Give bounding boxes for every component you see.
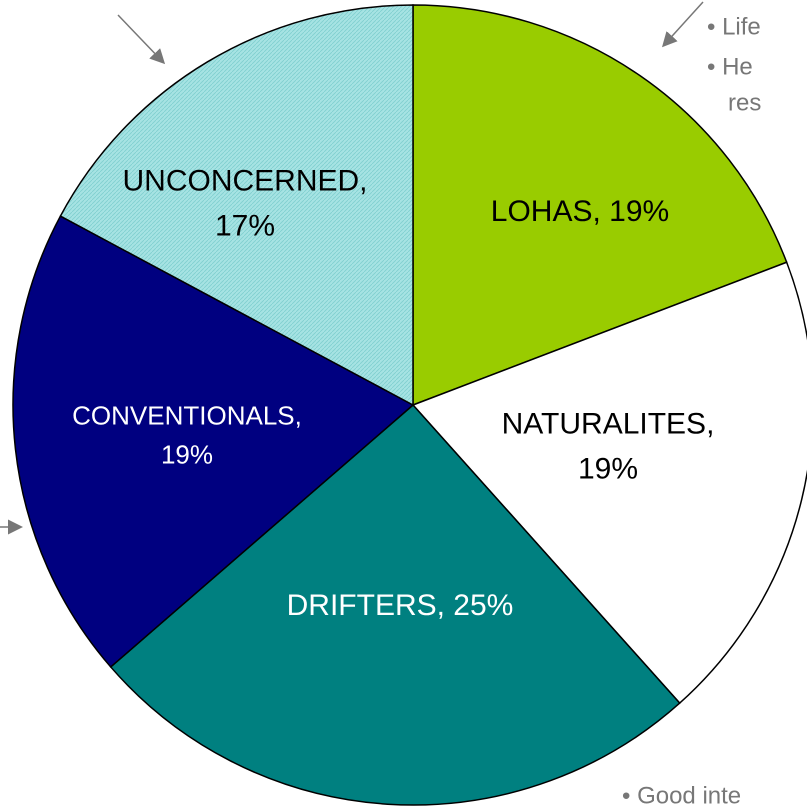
pie-slice	[412, 4, 788, 407]
annotation: res	[728, 89, 761, 116]
annotation: • He	[707, 53, 753, 80]
data-label: 17%	[215, 209, 275, 242]
data-label: LOHAS, 19%	[491, 195, 669, 228]
pie-slice	[59, 4, 414, 407]
annotation: • Life	[707, 13, 761, 40]
data-label: NATURALITES,	[502, 407, 715, 440]
data-label: DRIFTERS, 25%	[287, 589, 514, 622]
data-label: UNCONCERNED,	[122, 164, 367, 197]
pie-slice	[12, 215, 415, 669]
pie-slice	[109, 403, 681, 806]
data-label: CONVENTIONALS,	[72, 400, 302, 430]
arrow	[661, 1, 704, 48]
data-label: 19%	[161, 439, 213, 469]
pie-slice	[411, 261, 807, 705]
annotation: • Good inte	[622, 782, 741, 809]
data-label: 19%	[578, 452, 638, 485]
arrow	[117, 14, 166, 65]
